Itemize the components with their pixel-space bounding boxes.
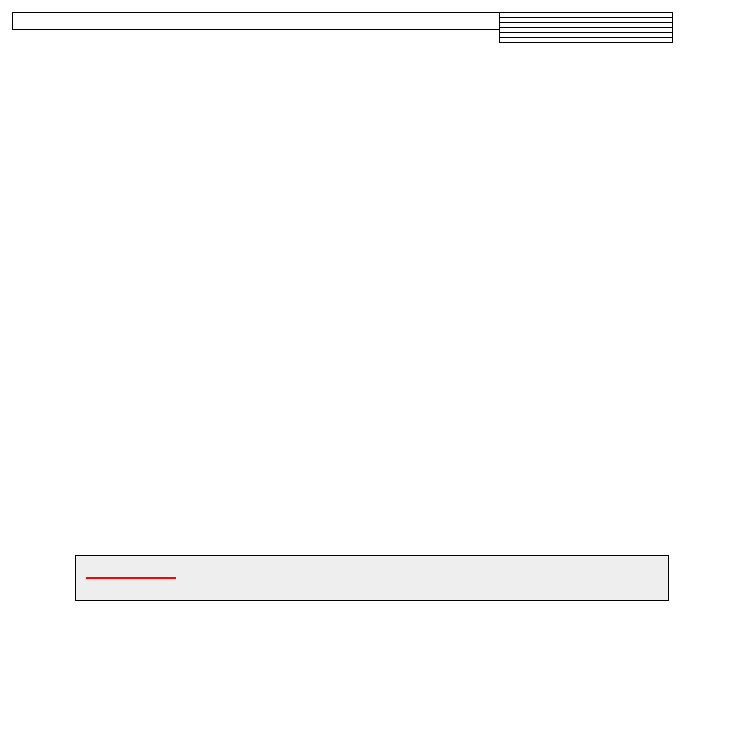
fit-result-box [75, 555, 669, 601]
plot-title-box [12, 12, 524, 30]
stats-box [499, 12, 673, 43]
heatmap-2d-histogram [0, 0, 731, 751]
stats-row [500, 38, 672, 42]
fit-line-swatch [86, 577, 176, 579]
